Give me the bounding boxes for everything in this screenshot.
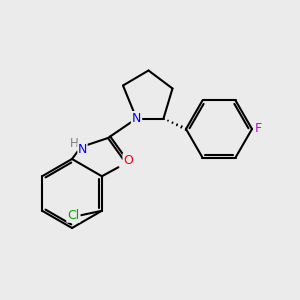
Text: Cl: Cl <box>67 209 80 222</box>
Text: F: F <box>255 122 262 136</box>
Text: O: O <box>124 154 133 167</box>
Text: H: H <box>70 137 79 150</box>
Text: N: N <box>132 112 141 125</box>
Text: N: N <box>78 143 87 156</box>
